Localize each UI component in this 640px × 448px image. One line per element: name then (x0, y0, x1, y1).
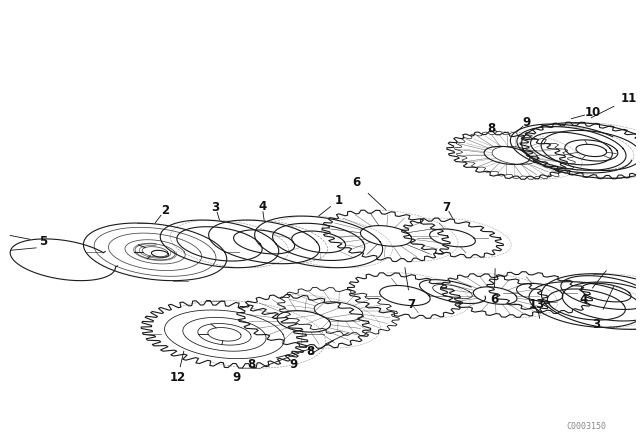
Text: 6: 6 (352, 176, 360, 189)
Text: 9: 9 (290, 358, 298, 370)
Text: 12: 12 (170, 370, 186, 383)
Text: 8: 8 (247, 358, 255, 370)
Text: 3: 3 (211, 201, 220, 214)
Text: C0003150: C0003150 (566, 422, 606, 431)
Text: 6: 6 (490, 293, 499, 306)
Text: 7: 7 (407, 298, 415, 311)
Text: 2: 2 (161, 203, 169, 216)
Text: 3: 3 (592, 318, 600, 331)
Text: 9: 9 (232, 370, 241, 383)
Text: 7: 7 (442, 201, 451, 214)
Text: 5: 5 (39, 235, 47, 248)
Text: 4: 4 (258, 200, 266, 213)
Text: 13: 13 (529, 298, 545, 311)
Text: 9: 9 (523, 116, 531, 129)
Text: 4: 4 (579, 293, 588, 306)
Text: 10: 10 (585, 106, 602, 119)
Text: 1: 1 (335, 194, 342, 207)
Text: 11: 11 (621, 92, 637, 105)
Text: 8: 8 (487, 122, 495, 135)
Text: 8: 8 (307, 345, 315, 358)
